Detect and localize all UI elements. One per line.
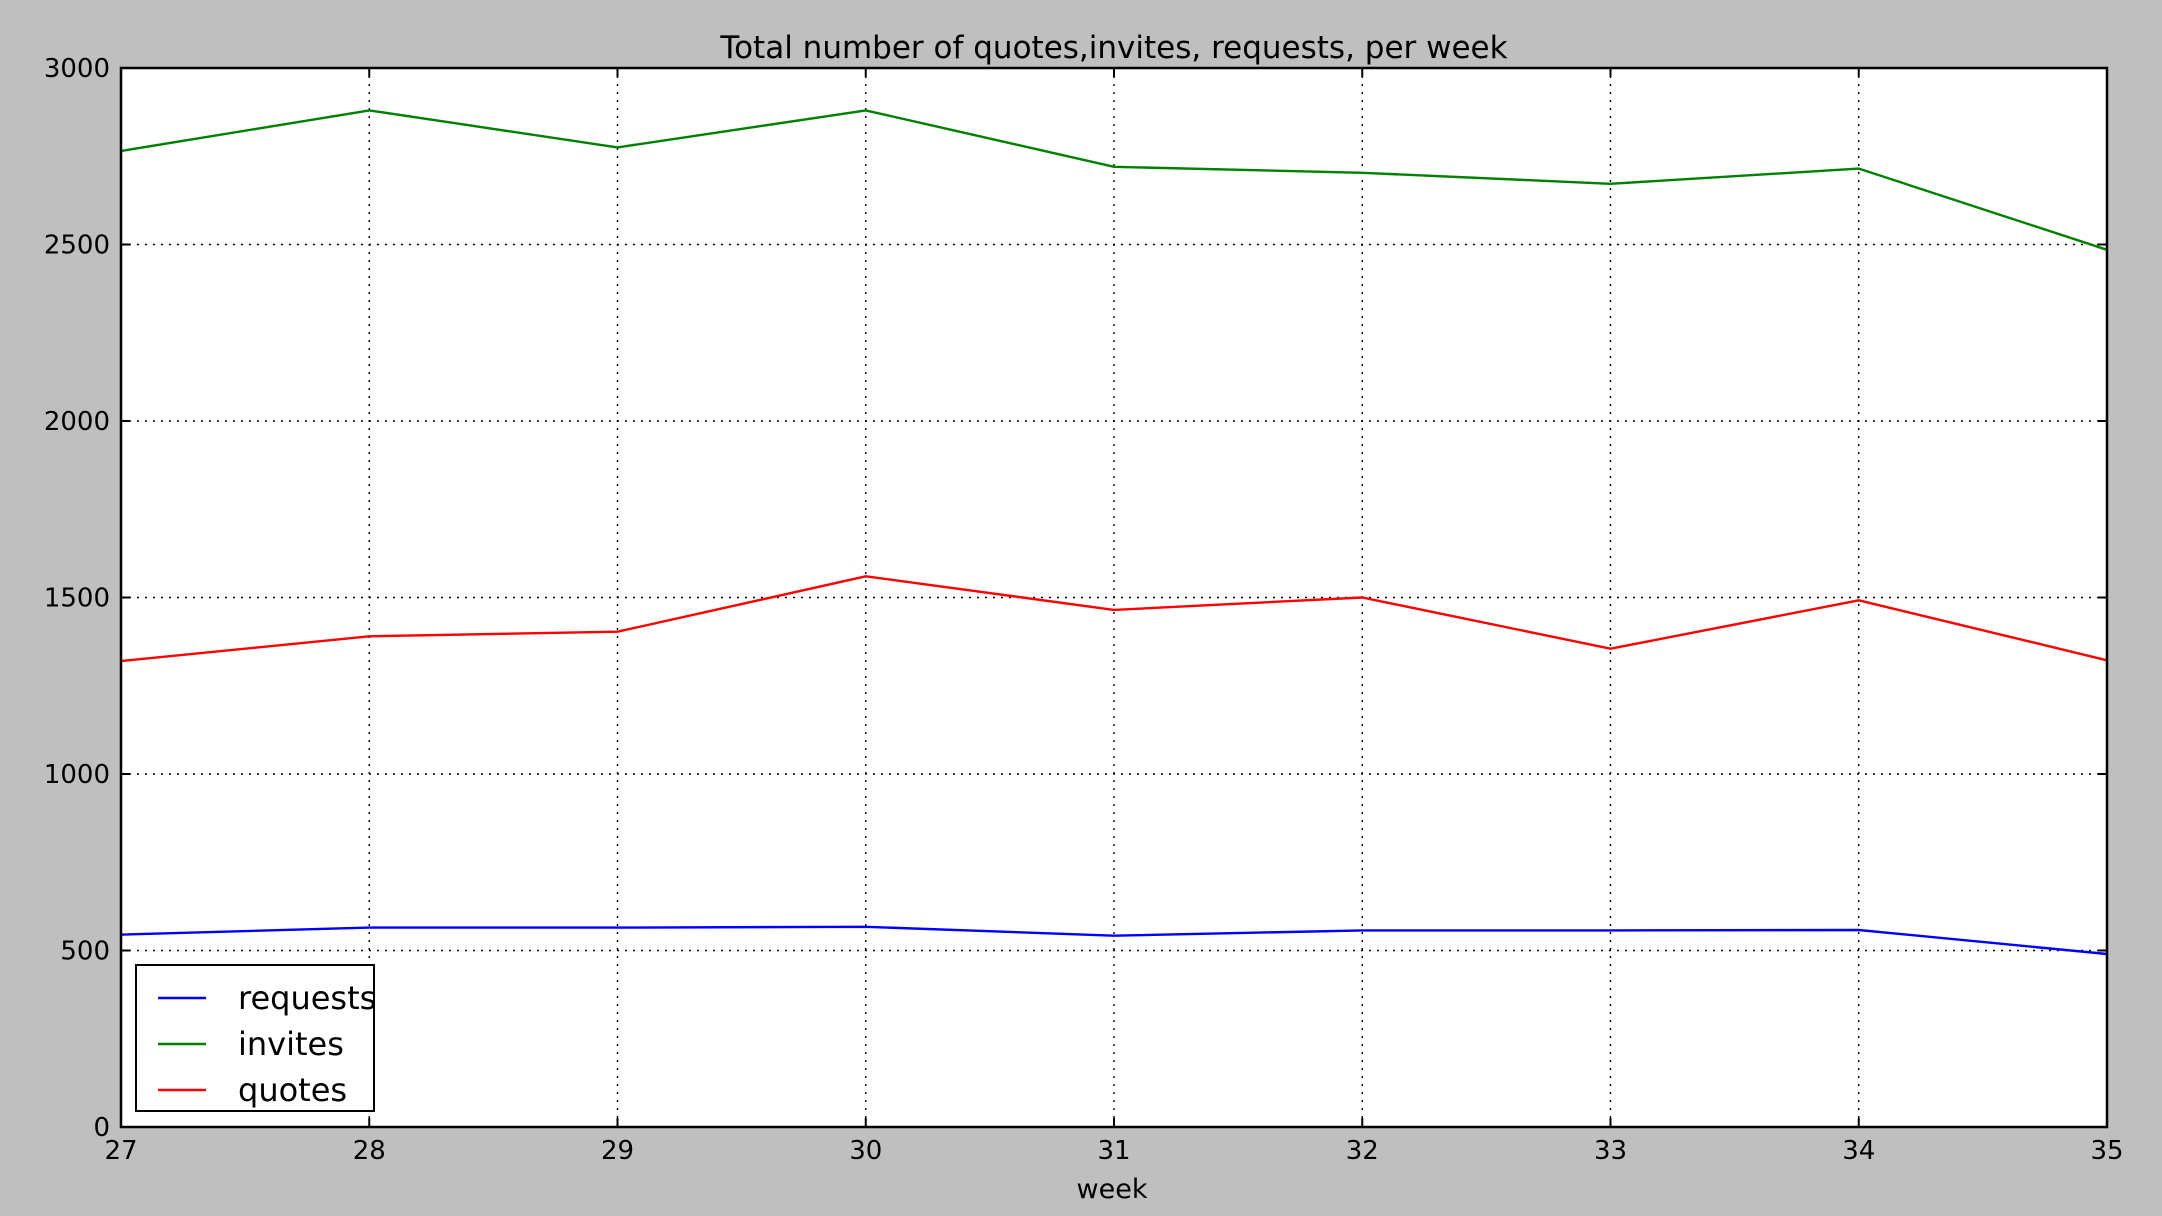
- series-line-quotes: [120, 575, 2108, 663]
- legend-label-quotes: quotes: [238, 1071, 347, 1109]
- y-tick-label: 0: [93, 1113, 110, 1143]
- legend: requests invites quotes: [135, 964, 376, 1112]
- legend-label-invites: invites: [238, 1025, 344, 1063]
- x-tick-label: 28: [353, 1136, 386, 1166]
- legend-items: requests invites quotes: [158, 979, 376, 1109]
- axis-ticks: 27 28 29 30 31 32 33 34 35 0 500 1000 1500 2000 2500 30…: [44, 54, 2124, 1166]
- x-tick-label: 32: [1346, 1136, 1379, 1166]
- series-line-requests: [120, 925, 2108, 956]
- legend-label-requests: requests: [238, 979, 376, 1017]
- x-tick-label: 35: [2090, 1136, 2123, 1166]
- series-lines: [120, 109, 2108, 956]
- x-tick-label: 31: [1097, 1136, 1130, 1166]
- x-tick-label: 27: [104, 1136, 137, 1166]
- y-tick-label: 1500: [44, 584, 110, 614]
- x-tick-label: 33: [1594, 1136, 1627, 1166]
- y-tick-label: 3000: [44, 54, 110, 84]
- x-tick-label: 30: [849, 1136, 882, 1166]
- chart-title: Total number of quotes,invites, requests…: [719, 30, 1507, 66]
- x-tick-label: 29: [601, 1136, 634, 1166]
- x-tick-label: 34: [1842, 1136, 1875, 1166]
- y-tick-label: 2000: [44, 407, 110, 437]
- x-axis-title: week: [1077, 1174, 1148, 1205]
- legend-box: [135, 964, 375, 1112]
- y-tick-label: 2500: [44, 231, 110, 261]
- y-tick-label: 500: [60, 937, 110, 967]
- series-line-invites: [120, 109, 2108, 251]
- y-tick-label: 1000: [44, 760, 110, 790]
